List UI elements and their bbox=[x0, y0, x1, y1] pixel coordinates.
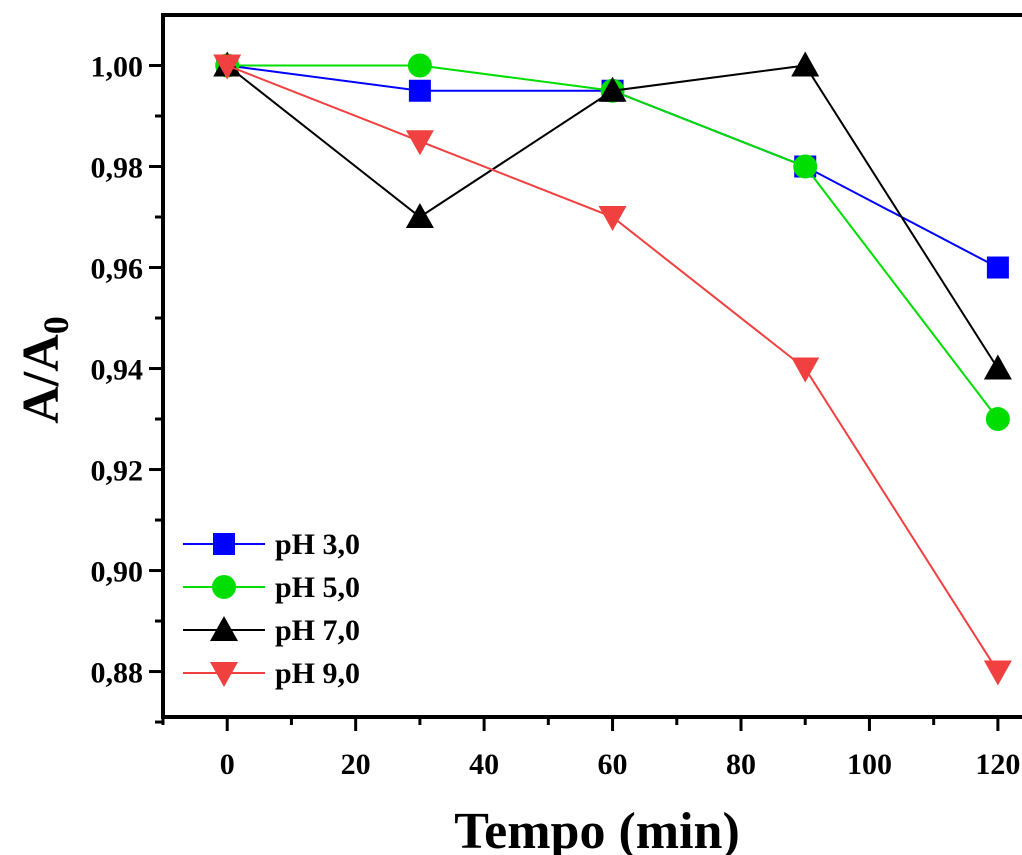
x-tick-label: 80 bbox=[726, 748, 756, 781]
series-2 bbox=[215, 53, 1010, 432]
x-tick-label: 120 bbox=[975, 748, 1020, 781]
data-point bbox=[791, 51, 820, 77]
x-tick-label: 40 bbox=[469, 748, 499, 781]
x-tick-label: 20 bbox=[341, 748, 371, 781]
legend-label: pH 7,0 bbox=[275, 614, 360, 647]
legend-label: pH 3,0 bbox=[275, 528, 360, 561]
x-tick-label: 60 bbox=[598, 748, 628, 781]
legend-marker bbox=[212, 575, 236, 599]
legend-label: pH 5,0 bbox=[275, 571, 360, 604]
data-point bbox=[213, 54, 242, 80]
legend-item: pH 5,0 bbox=[183, 571, 360, 604]
legend-item: pH 3,0 bbox=[183, 528, 360, 561]
y-tick-label: 0,98 bbox=[91, 152, 144, 185]
data-point bbox=[405, 130, 434, 156]
y-axis-title-subscript: 0 bbox=[36, 316, 76, 334]
legend-item: pH 7,0 bbox=[183, 614, 360, 647]
series-4 bbox=[213, 54, 1012, 686]
data-point bbox=[983, 660, 1012, 686]
data-point bbox=[407, 53, 432, 78]
y-axis-title: A/A0 bbox=[13, 316, 76, 424]
data-point bbox=[986, 256, 1009, 279]
legend-marker bbox=[210, 616, 238, 641]
data-point bbox=[408, 79, 431, 102]
data-point bbox=[791, 357, 820, 383]
legend-label: pH 9,0 bbox=[275, 657, 360, 690]
y-tick-label: 0,96 bbox=[91, 253, 144, 286]
x-tick-label: 0 bbox=[220, 748, 235, 781]
data-point bbox=[598, 206, 627, 232]
y-tick-label: 0,92 bbox=[91, 455, 144, 488]
data-point bbox=[985, 407, 1010, 432]
axes: 0 20 40 60 80 100 120 0,88 0,90 0,92 0,94 0,96 0,98 1… bbox=[91, 13, 1022, 781]
legend-item: pH 9,0 bbox=[183, 657, 360, 690]
legend: pH 3,0 pH 5,0 pH 7,0 pH 9,0 bbox=[183, 528, 360, 690]
y-tick-label: 1,00 bbox=[91, 51, 144, 84]
data-point bbox=[405, 203, 434, 229]
plot-area bbox=[213, 51, 1012, 686]
y-tick-label: 0,90 bbox=[91, 556, 144, 589]
data-point bbox=[983, 354, 1012, 380]
series-3 bbox=[213, 51, 1012, 380]
series-line bbox=[227, 64, 999, 420]
legend-marker bbox=[210, 662, 238, 687]
y-tick-label: 0,88 bbox=[91, 657, 144, 690]
legend-marker bbox=[213, 533, 235, 555]
x-axis-title: Tempo (min) bbox=[454, 803, 740, 855]
y-tick-label: 0,94 bbox=[91, 354, 144, 387]
x-tick-label: 100 bbox=[847, 748, 892, 781]
data-point bbox=[598, 76, 627, 102]
y-axis-title-main: A/A bbox=[13, 334, 70, 424]
data-point bbox=[793, 154, 818, 179]
